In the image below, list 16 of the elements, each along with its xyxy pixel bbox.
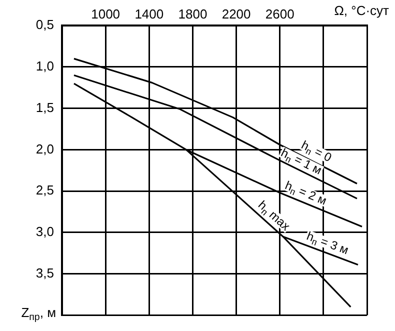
y-tick-label: 2,0 [36,141,54,156]
text: hп = 3 м [304,228,350,258]
y-tick-label: 1,0 [36,58,54,74]
x-tick-label: 1800 [178,6,208,22]
x-tick-label: 2600 [265,6,294,22]
y-tick-label: 0,5 [36,17,54,32]
text: hп max [255,198,293,234]
x-axis-title: Ω, °С·сут [334,3,390,18]
y-tick-label: 1,5 [36,100,54,115]
x-tick-label: 1400 [134,6,164,22]
text: hп = 2 м [283,178,329,208]
y-tick-label: 3,5 [36,265,54,280]
x-tick-label: 2200 [222,6,251,22]
y-tick-label: 3,0 [36,224,54,240]
x-tick-label: 1000 [91,6,120,22]
y-tick-label: 2,5 [36,182,54,198]
